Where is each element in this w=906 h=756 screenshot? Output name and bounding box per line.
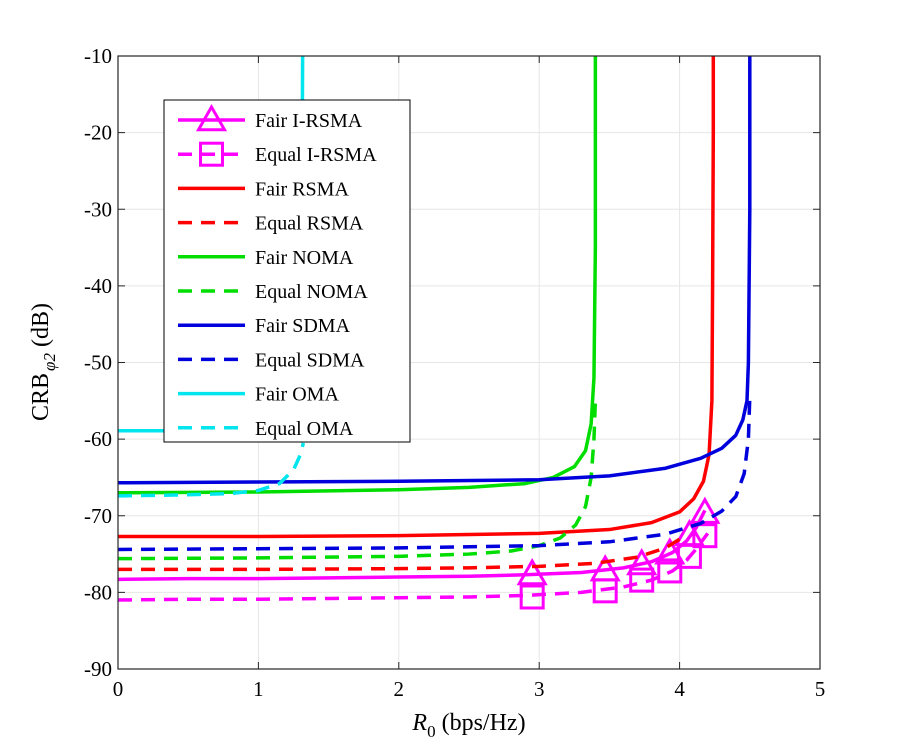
y-tick-label: -90 xyxy=(84,657,112,681)
series-line-fair-noma xyxy=(117,56,598,495)
y-axis-prefix: CRB xyxy=(28,373,54,421)
legend-marker-fair-i-rsma xyxy=(195,103,228,132)
legend: Fair I-RSMA Equal I-RSMA Fair RSMA Equal RS… xyxy=(163,99,411,443)
y-tick-label: -80 xyxy=(84,580,112,604)
series-line-equal-sdma xyxy=(117,396,752,552)
y-axis-subscript: φ2 xyxy=(40,353,59,371)
marker-fair-i-rsma xyxy=(689,496,721,524)
series-line-equal-oma xyxy=(117,442,306,498)
marker-equal-i-rsma xyxy=(519,584,545,610)
x-tick-label: 0 xyxy=(113,677,124,701)
marker-equal-i-rsma xyxy=(692,523,718,549)
series-line-fair-sdma xyxy=(117,56,752,485)
legend-label-fair-oma: Fair OMA xyxy=(255,384,339,406)
series-line-fair-i-rsma xyxy=(117,509,707,582)
x-axis-title-text: R0 (bps/Hz) xyxy=(411,710,525,741)
legend-label-fair-noma: Fair NOMA xyxy=(255,247,354,269)
legend-label-equal-oma: Equal OMA xyxy=(255,418,354,440)
x-axis-unit: (bps/Hz) xyxy=(442,710,526,736)
marker-equal-i-rsma xyxy=(657,558,683,584)
series-line-equal-noma xyxy=(117,400,598,561)
marker-equal-i-rsma xyxy=(676,543,702,569)
x-axis-subscript: 0 xyxy=(427,722,436,741)
y-tick-label: -60 xyxy=(84,427,112,451)
y-tick-label: -50 xyxy=(84,351,112,375)
y-axis-title-text: CRB φ2 (dB) xyxy=(28,303,59,421)
legend-box xyxy=(163,99,411,443)
y-tick-label: -10 xyxy=(84,44,112,68)
marker-equal-i-rsma xyxy=(592,578,618,604)
y-tick-label: -40 xyxy=(84,274,112,298)
x-tick-label: 5 xyxy=(815,677,826,701)
marker-fair-i-rsma xyxy=(654,537,686,565)
x-axis-symbol: R xyxy=(411,710,427,736)
y-tick-label: -70 xyxy=(84,504,112,528)
y-axis-title: CRB φ2 (dB) xyxy=(28,303,59,421)
x-tick-label: 3 xyxy=(534,677,545,701)
legend-label-equal-rsma: Equal RSMA xyxy=(255,213,364,235)
y-tick-label: -20 xyxy=(84,121,112,145)
marker-fair-i-rsma xyxy=(626,548,658,576)
legend-marker-equal-i-rsma xyxy=(199,141,224,167)
series-line-equal-rsma xyxy=(118,533,688,572)
x-axis-title: R0 (bps/Hz) xyxy=(411,710,525,741)
legend-label-fair-sdma: Fair SDMA xyxy=(255,315,351,337)
x-tick-label: 1 xyxy=(253,677,264,701)
y-axis-unit: (dB) xyxy=(28,303,54,347)
series-line-fair-rsma xyxy=(118,56,716,539)
legend-label-equal-noma: Equal NOMA xyxy=(255,281,368,303)
x-tick-label: 4 xyxy=(674,677,685,701)
y-tick-label: -30 xyxy=(84,197,112,221)
marker-fair-i-rsma xyxy=(516,557,548,586)
legend-label-equal-i-rsma: Equal I-RSMA xyxy=(255,144,377,166)
marker-equal-i-rsma xyxy=(629,567,655,593)
legend-label-fair-rsma: Fair RSMA xyxy=(255,178,349,200)
legend-label-equal-sdma: Equal SDMA xyxy=(255,349,365,371)
x-tick-label: 2 xyxy=(394,677,405,701)
series-layer xyxy=(117,55,752,610)
ticks-layer: 0 1 2 3 4 5 -10 -20 -30 -40 -50 -60 -70 -80 -90 xyxy=(84,44,825,701)
legend-label-fair-i-rsma: Fair I-RSMA xyxy=(255,110,363,132)
